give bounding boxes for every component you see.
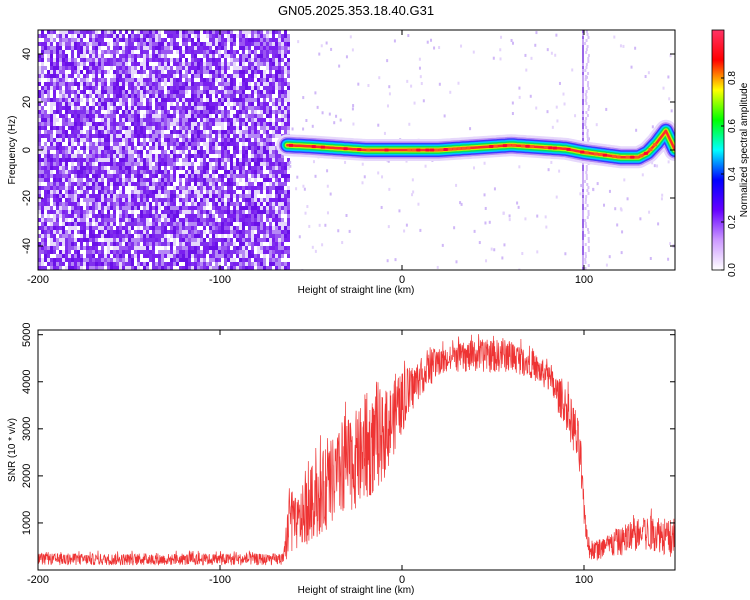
colorbar-label: Normalized spectral amplitude bbox=[739, 82, 750, 217]
spectrogram-y-tick-label: 0 bbox=[21, 147, 33, 153]
snr-plot-area bbox=[38, 334, 675, 566]
spectrogram-x-tick-label: -100 bbox=[209, 274, 231, 286]
snr-x-ticks: -200 -100 0 100 bbox=[27, 330, 593, 586]
snr-x-label: Height of straight line (km) bbox=[298, 585, 415, 596]
snr-frame bbox=[37, 329, 676, 571]
spectrogram-y-tick-label: 20 bbox=[21, 96, 33, 108]
snr-y-tick-label: 3000 bbox=[21, 417, 33, 441]
snr-y-tick-label: 4000 bbox=[21, 370, 33, 394]
heatmap-ridge-peaks bbox=[288, 143, 657, 159]
snr-x-tick-label: -200 bbox=[27, 574, 49, 586]
snr-x-tick-label: -100 bbox=[209, 574, 231, 586]
snr-series-line bbox=[38, 334, 675, 566]
snr-y-ticks: 1000 2000 3000 4000 5000 bbox=[21, 322, 675, 535]
spectrogram-x-ticks: -200 -100 0 100 bbox=[27, 30, 593, 286]
spectrogram-plot-area bbox=[38, 30, 675, 270]
colorbar-tick-label: 0.4 bbox=[727, 167, 738, 181]
spectrogram-y-tick-label: -20 bbox=[21, 190, 33, 206]
spectrogram-y-tick-label: 40 bbox=[21, 48, 33, 60]
spectrogram-y-tick-label: -40 bbox=[21, 238, 33, 254]
snr-y-tick-label: 5000 bbox=[21, 322, 33, 346]
colorbar-tick-label: 0.0 bbox=[727, 263, 738, 277]
colorbar-tick-label: 0.2 bbox=[727, 215, 738, 229]
colorbar: 0.0 0.2 0.4 0.6 0.8 Normalized spectral ampl… bbox=[711, 29, 750, 277]
spectrogram-x-tick-label: 100 bbox=[575, 274, 593, 286]
spectrogram-x-tick-label: 0 bbox=[399, 274, 405, 286]
snr-y-label: SNR (10 * v/v) bbox=[7, 418, 18, 482]
spectrogram-x-tick-label: -200 bbox=[27, 274, 49, 286]
snr-y-tick-label: 1000 bbox=[21, 511, 33, 535]
colorbar-gradient bbox=[711, 29, 725, 271]
colorbar-tick-label: 0.6 bbox=[727, 119, 738, 133]
figure-title: GN05.2025.353.18.40.G31 bbox=[278, 3, 434, 18]
snr-x-tick-label: 0 bbox=[399, 574, 405, 586]
colorbar-ticks: 0.0 0.2 0.4 0.6 0.8 bbox=[721, 71, 738, 277]
snr-x-tick-label: 100 bbox=[575, 574, 593, 586]
heatmap-noise-cells bbox=[38, 30, 290, 270]
spectrogram-y-ticks: -40 -20 0 20 40 bbox=[21, 48, 675, 254]
snr-y-tick-label: 2000 bbox=[21, 464, 33, 488]
snr-chart: -200 -100 0 100 1000 2000 3000 4000 5000 Height… bbox=[7, 322, 676, 596]
colorbar-tick-label: 0.8 bbox=[727, 71, 738, 85]
heatmap-ridge bbox=[276, 119, 675, 169]
spectrogram-y-label: Frequency (Hz) bbox=[7, 116, 18, 185]
spectrogram-x-label: Height of straight line (km) bbox=[298, 285, 415, 296]
colorbar-bar bbox=[711, 29, 725, 271]
